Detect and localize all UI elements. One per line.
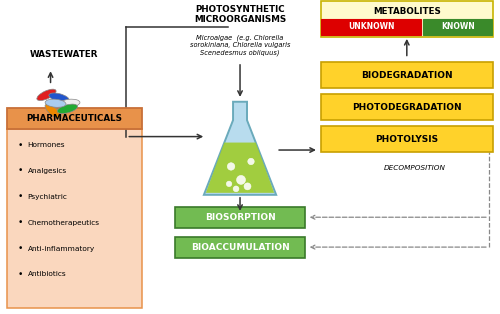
- Text: PHOTOLYSIS: PHOTOLYSIS: [376, 135, 438, 143]
- Text: PHOTOSYNTHETIC
MICROORGANISMS: PHOTOSYNTHETIC MICROORGANISMS: [194, 5, 286, 24]
- Text: Psychiatric: Psychiatric: [28, 194, 68, 200]
- Circle shape: [233, 186, 239, 192]
- Circle shape: [244, 183, 251, 190]
- Text: Analgesics: Analgesics: [28, 168, 66, 174]
- FancyBboxPatch shape: [321, 19, 422, 35]
- Text: •: •: [18, 192, 24, 201]
- Ellipse shape: [59, 99, 80, 107]
- Text: PHARMACEUTICALS: PHARMACEUTICALS: [26, 114, 122, 123]
- Ellipse shape: [49, 93, 69, 102]
- Text: Chemotherapeutics: Chemotherapeutics: [28, 220, 100, 226]
- FancyBboxPatch shape: [321, 94, 493, 120]
- FancyBboxPatch shape: [6, 108, 142, 129]
- Text: KNOWN: KNOWN: [441, 23, 474, 31]
- FancyBboxPatch shape: [6, 129, 142, 308]
- Text: •: •: [18, 218, 24, 227]
- Polygon shape: [204, 102, 276, 195]
- FancyBboxPatch shape: [321, 62, 493, 88]
- Text: Hormones: Hormones: [28, 142, 65, 148]
- Circle shape: [236, 176, 246, 184]
- Ellipse shape: [57, 104, 78, 114]
- Polygon shape: [206, 143, 274, 193]
- Circle shape: [226, 181, 232, 187]
- Text: WASTEWATER: WASTEWATER: [30, 50, 98, 59]
- FancyBboxPatch shape: [321, 1, 493, 37]
- Text: METABOLITES: METABOLITES: [373, 8, 441, 16]
- Ellipse shape: [45, 104, 62, 119]
- FancyBboxPatch shape: [424, 19, 492, 35]
- Text: BIODEGRADATION: BIODEGRADATION: [361, 71, 452, 80]
- FancyBboxPatch shape: [175, 207, 305, 228]
- Circle shape: [228, 163, 235, 170]
- FancyBboxPatch shape: [175, 237, 305, 257]
- Text: •: •: [18, 166, 24, 176]
- Text: UNKNOWN: UNKNOWN: [348, 23, 395, 31]
- Ellipse shape: [45, 99, 66, 107]
- Text: DECOMPOSITION: DECOMPOSITION: [384, 165, 445, 171]
- Text: BIOACCUMULATION: BIOACCUMULATION: [190, 243, 290, 252]
- Text: PHOTODEGRADATION: PHOTODEGRADATION: [352, 103, 462, 112]
- Ellipse shape: [37, 89, 56, 100]
- Text: Microalgae  (e.g. Chlorella
sorokiniana, Chlorella vulgaris
Scenedesmus obliquus: Microalgae (e.g. Chlorella sorokiniana, …: [190, 35, 290, 56]
- Text: •: •: [18, 141, 24, 149]
- Text: Anti-inflammatory: Anti-inflammatory: [28, 246, 95, 252]
- Text: Antibiotics: Antibiotics: [28, 272, 66, 278]
- Text: BIOSORPTION: BIOSORPTION: [204, 213, 276, 222]
- Text: •: •: [18, 270, 24, 279]
- Text: •: •: [18, 244, 24, 253]
- FancyBboxPatch shape: [321, 126, 493, 152]
- Circle shape: [248, 158, 254, 165]
